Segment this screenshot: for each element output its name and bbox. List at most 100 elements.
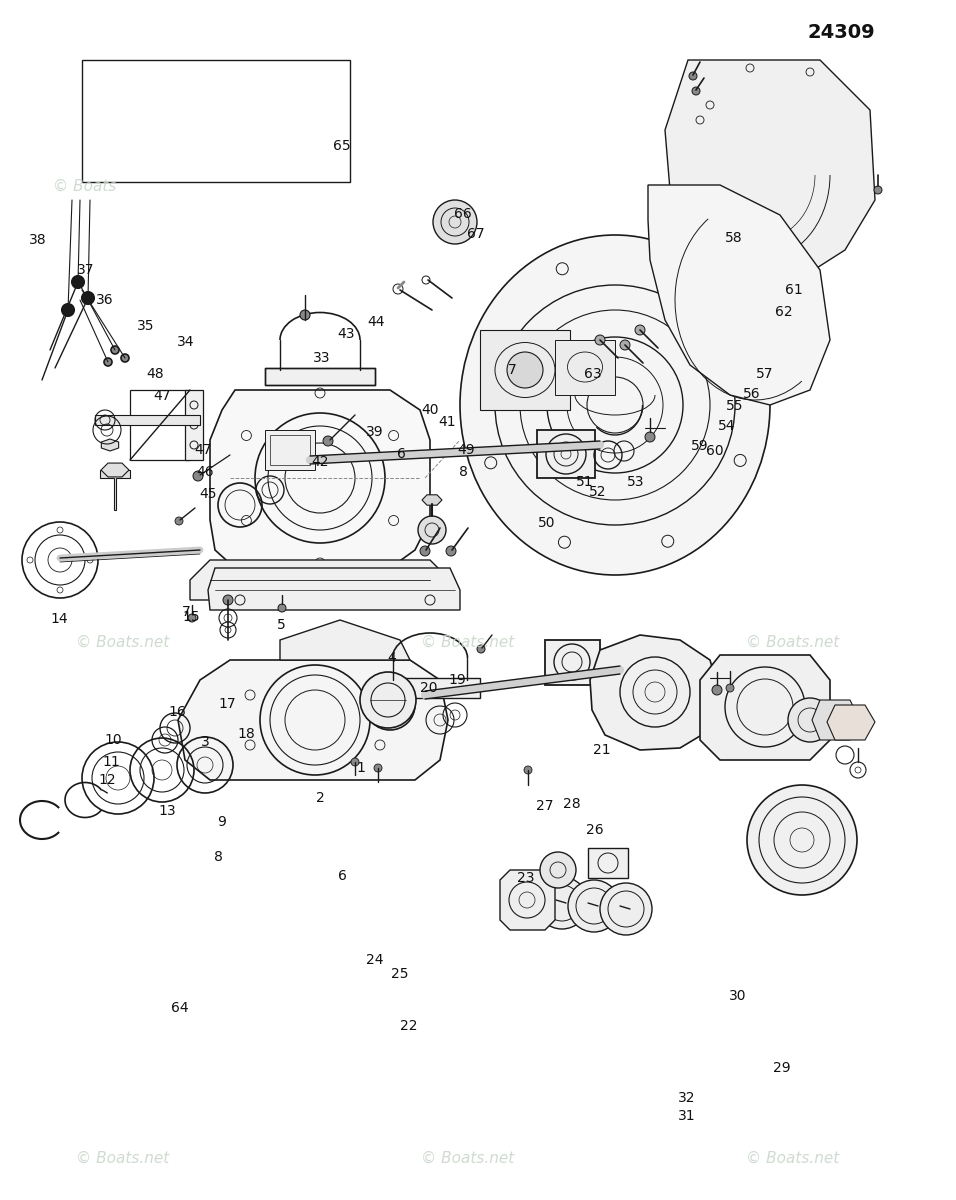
Text: © Boats.net: © Boats.net (746, 635, 839, 649)
Circle shape (418, 516, 446, 544)
Text: © Boats.net: © Boats.net (421, 635, 514, 649)
Text: 24309: 24309 (808, 23, 875, 42)
Text: 13: 13 (159, 804, 176, 818)
Circle shape (645, 432, 655, 442)
Circle shape (692, 86, 700, 95)
Text: 8: 8 (213, 850, 223, 864)
Circle shape (351, 758, 359, 766)
Text: 52: 52 (589, 485, 606, 499)
Text: 22: 22 (401, 1019, 418, 1033)
Text: 34: 34 (177, 335, 194, 349)
Text: 53: 53 (627, 475, 644, 490)
Text: 10: 10 (104, 733, 121, 748)
Circle shape (595, 335, 605, 346)
Polygon shape (280, 620, 410, 660)
Circle shape (712, 685, 722, 695)
Circle shape (477, 646, 485, 653)
Text: 40: 40 (422, 403, 439, 418)
Circle shape (121, 354, 129, 362)
Text: 23: 23 (517, 871, 534, 886)
Text: 35: 35 (137, 319, 154, 334)
Text: 59: 59 (691, 439, 708, 454)
Text: 11: 11 (102, 755, 120, 769)
Text: 6: 6 (337, 869, 347, 883)
Text: 21: 21 (594, 743, 611, 757)
Text: 1: 1 (357, 761, 366, 775)
Text: © Boats: © Boats (53, 179, 116, 193)
Circle shape (82, 292, 94, 304)
Ellipse shape (460, 235, 770, 575)
Text: 7: 7 (508, 362, 517, 377)
Text: 62: 62 (775, 305, 793, 319)
Text: 49: 49 (458, 443, 475, 457)
Circle shape (620, 340, 630, 350)
Polygon shape (380, 678, 480, 698)
Text: 9: 9 (217, 815, 227, 829)
Text: 5: 5 (276, 618, 286, 632)
Text: 50: 50 (538, 516, 555, 530)
Polygon shape (265, 368, 375, 385)
Circle shape (360, 672, 416, 728)
Text: 67: 67 (467, 227, 485, 241)
Circle shape (72, 276, 84, 288)
Text: 12: 12 (98, 773, 116, 787)
Circle shape (788, 698, 832, 742)
Text: 65: 65 (334, 139, 351, 154)
Text: 37: 37 (77, 263, 95, 277)
Polygon shape (100, 470, 130, 510)
Text: 32: 32 (678, 1091, 695, 1105)
Text: 27: 27 (536, 799, 554, 814)
Text: 29: 29 (773, 1061, 791, 1075)
Bar (185, 390, 203, 460)
Text: 56: 56 (743, 386, 760, 401)
Circle shape (420, 546, 430, 556)
Text: 66: 66 (454, 206, 471, 221)
Circle shape (446, 546, 456, 556)
Circle shape (223, 595, 233, 605)
Text: 41: 41 (439, 415, 456, 430)
Text: 16: 16 (168, 704, 185, 719)
Text: 8: 8 (459, 464, 468, 479)
Polygon shape (590, 635, 720, 750)
Circle shape (188, 614, 196, 622)
Circle shape (689, 72, 697, 80)
Text: 30: 30 (729, 989, 747, 1003)
Circle shape (874, 186, 882, 194)
Circle shape (433, 200, 477, 244)
Text: 46: 46 (197, 464, 214, 479)
Polygon shape (665, 60, 875, 284)
Text: 2: 2 (315, 791, 325, 805)
Bar (270, 434, 310, 464)
Text: 20: 20 (420, 680, 437, 695)
Text: 55: 55 (726, 398, 743, 413)
Circle shape (365, 680, 415, 730)
Circle shape (507, 352, 543, 388)
Circle shape (323, 436, 333, 446)
Text: 18: 18 (238, 727, 255, 742)
Text: 44: 44 (367, 314, 384, 329)
Bar (265, 430, 315, 470)
Text: 25: 25 (391, 967, 408, 982)
Circle shape (540, 852, 576, 888)
Text: 47: 47 (194, 443, 211, 457)
Polygon shape (208, 568, 460, 610)
Circle shape (568, 880, 620, 932)
Text: 47: 47 (154, 389, 171, 403)
Polygon shape (178, 660, 448, 780)
Text: 48: 48 (146, 367, 163, 382)
Polygon shape (210, 390, 430, 568)
Text: 26: 26 (586, 823, 603, 838)
Text: © Boats.net: © Boats.net (421, 1151, 514, 1165)
Polygon shape (648, 185, 830, 404)
Text: 64: 64 (171, 1001, 188, 1015)
Text: 39: 39 (366, 425, 383, 439)
Text: 61: 61 (785, 283, 802, 298)
Polygon shape (101, 463, 129, 476)
Polygon shape (422, 494, 442, 505)
Text: © Boats.net: © Boats.net (76, 1151, 170, 1165)
Bar (555, 340, 615, 395)
Text: 51: 51 (576, 475, 594, 490)
Text: 19: 19 (448, 673, 466, 688)
Circle shape (62, 304, 74, 316)
Text: 58: 58 (726, 230, 743, 245)
